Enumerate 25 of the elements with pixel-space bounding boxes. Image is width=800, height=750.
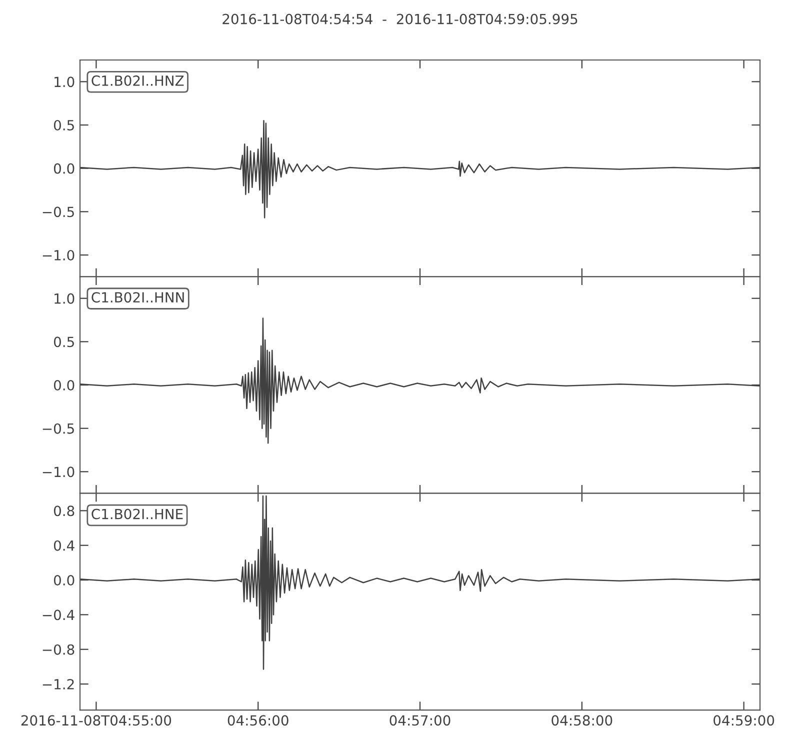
y-tick-label: −0.8 [42, 644, 74, 655]
y-tick-label: 0.0 [54, 380, 74, 390]
chart-title: 2016-11-08T04:54:54 - 2016-11-08T04:59:05.995 [222, 14, 578, 24]
y-tick-label: 1.0 [54, 76, 74, 88]
annotation: C1.B02I..HNN [92, 292, 184, 303]
x-tick-label: 2016-11-08T04:55:00 [21, 715, 172, 726]
annotation: C1.B02I..HNZ [92, 75, 184, 86]
annotation: C1.B02I..HNE [92, 508, 183, 520]
x-tick-label: 04:56:00 [228, 715, 288, 726]
y-tick-label: 0.0 [54, 574, 74, 586]
y-tick-label: 0.5 [54, 336, 74, 348]
y-tick-label: −0.5 [42, 206, 74, 218]
y-tick-label: 0.5 [54, 120, 74, 130]
x-tick-label: 04:59:00 [714, 715, 774, 726]
y-tick-label: 0.4 [54, 540, 74, 551]
y-tick-label: 1.0 [54, 293, 74, 304]
x-tick-label: 04:57:00 [390, 715, 450, 726]
y-tick-label: 0.0 [54, 163, 74, 174]
y-tick-label: −0.4 [42, 610, 74, 620]
y-tick-label: 0.8 [54, 506, 74, 516]
y-tick-label: −1.2 [42, 678, 74, 690]
y-tick-label: −0.5 [42, 423, 74, 434]
y-tick-label: −1.0 [42, 250, 74, 260]
y-tick-label: −1.0 [42, 466, 74, 478]
x-tick-label: 04:58:00 [552, 715, 612, 726]
